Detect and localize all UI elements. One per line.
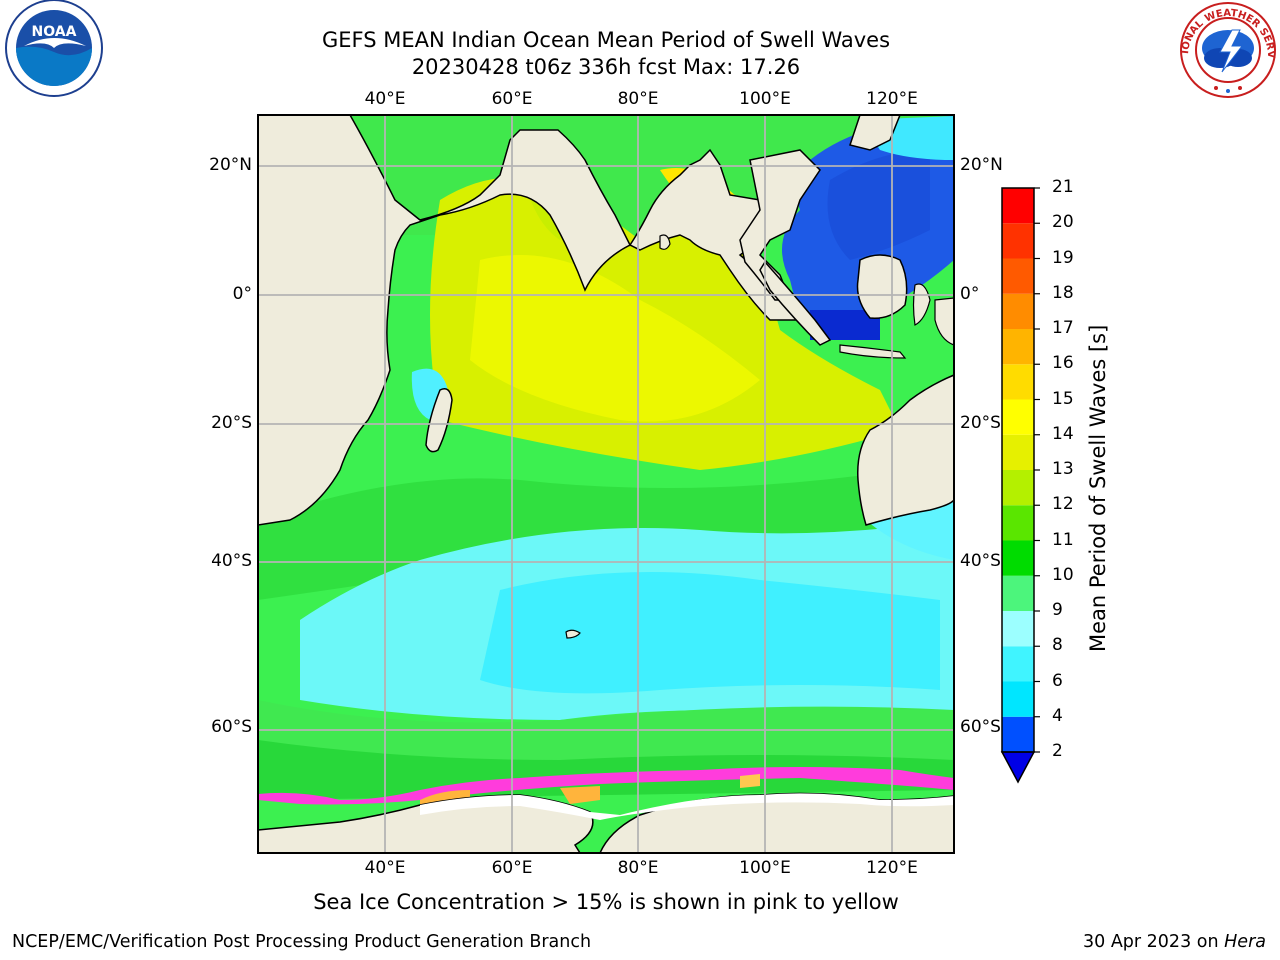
lon-label-bottom: 120°E <box>866 858 918 878</box>
colorbar-block <box>1002 258 1034 294</box>
colorbar-tick-label: 17 <box>1052 318 1074 338</box>
colorbar-block <box>1002 540 1034 576</box>
land-australia <box>857 374 954 526</box>
map-frame <box>257 114 955 854</box>
chart-title-line1: GEFS MEAN Indian Ocean Mean Period of Sw… <box>321 28 891 52</box>
lon-label-top: 100°E <box>739 89 791 109</box>
land-south-china <box>849 115 901 151</box>
colorbar-tick-label: 4 <box>1052 705 1063 726</box>
lat-label-left: 20°N <box>209 155 252 175</box>
nws-logo: NATIONAL WEATHER SERVICE <box>1176 0 1276 98</box>
lat-label-right: 40°S <box>960 551 1001 571</box>
lat-label-right: 60°S <box>960 717 1001 737</box>
colorbar-block <box>1002 470 1034 506</box>
colorbar-block <box>1002 575 1034 611</box>
lon-label-top: 40°E <box>364 89 406 109</box>
colorbar-tick-label: 20 <box>1052 212 1074 233</box>
colorbar-block <box>1002 646 1034 682</box>
lat-label-right: 20°S <box>960 413 1001 433</box>
noaa-logo-text: NOAA <box>32 24 77 40</box>
noaa-logo: NOAA <box>5 0 103 97</box>
colorbar-tick-label: 16 <box>1052 353 1074 374</box>
colorbar-blocks <box>1002 188 1034 752</box>
colorbar-block <box>1002 681 1034 717</box>
colorbar-tick-label: 11 <box>1052 529 1074 550</box>
map-gridlines <box>258 115 954 853</box>
colorbar-block <box>1002 434 1034 470</box>
footer-machine: Hera <box>1224 932 1266 952</box>
lon-label-top: 120°E <box>866 89 918 109</box>
land-sri-lanka <box>659 234 671 250</box>
land-madagascar <box>425 388 453 453</box>
colorbar-tick-label: 14 <box>1052 423 1074 444</box>
colorbar-tick-label: 10 <box>1052 564 1074 585</box>
colorbar-block <box>1002 188 1034 224</box>
colorbar-block <box>1002 364 1034 400</box>
lon-label-top: 60°E <box>491 89 533 109</box>
lon-label-bottom: 60°E <box>491 858 533 878</box>
colorbar-block <box>1002 505 1034 541</box>
colorbar-tick-label: 12 <box>1052 494 1074 515</box>
colorbar-tick-label: 6 <box>1052 670 1063 691</box>
colorbar-block <box>1002 329 1034 365</box>
colorbar-tick-label: 2 <box>1052 741 1063 761</box>
colorbar-block <box>1002 293 1034 329</box>
colorbar <box>1000 187 1040 784</box>
colorbar-tick-label: 8 <box>1052 635 1063 656</box>
colorbar-block <box>1002 716 1034 752</box>
lat-label-left: 0° <box>232 284 252 304</box>
footer-date: 30 Apr 2023 on Hera <box>1083 932 1266 952</box>
colorbar-extend-triangle <box>1000 751 1036 784</box>
lon-label-bottom: 40°E <box>364 858 406 878</box>
lat-label-left: 40°S <box>211 551 252 571</box>
land-sumatra <box>759 260 832 346</box>
colorbar-tick-label: 9 <box>1052 600 1063 620</box>
lat-label-left: 60°S <box>211 717 252 737</box>
land-kerguelen <box>565 629 581 639</box>
colorbar-block <box>1002 223 1034 259</box>
lat-label-right: 0° <box>960 284 980 304</box>
footer-date-text: 30 Apr 2023 on <box>1083 932 1225 952</box>
sea-ice-band <box>258 767 954 805</box>
land-africa-asia <box>258 115 802 526</box>
colorbar-tick-label: 13 <box>1052 459 1074 479</box>
colorbar-block <box>1002 399 1034 435</box>
colorbar-tick-label: 15 <box>1052 388 1074 409</box>
colorbar-tick-label: 18 <box>1052 282 1074 303</box>
lon-label-bottom: 80°E <box>617 858 659 878</box>
colorbar-title: Mean Period of Swell Waves [s] <box>1086 324 1110 652</box>
lat-label-right: 20°N <box>960 155 1003 175</box>
footer-credit: NCEP/EMC/Verification Post Processing Pr… <box>12 932 592 952</box>
lat-label-left: 20°S <box>211 413 252 433</box>
land-java <box>839 344 907 359</box>
sea-ice-note: Sea Ice Concentration > 15% is shown in … <box>313 890 899 914</box>
lon-label-top: 80°E <box>617 89 659 109</box>
colorbar-block <box>1002 611 1034 647</box>
lon-label-bottom: 100°E <box>739 858 791 878</box>
land-borneo <box>856 254 908 319</box>
colorbar-tick-label: 19 <box>1052 247 1074 268</box>
colorbar-tick-label: 21 <box>1052 177 1074 197</box>
chart-title-line2: 20230428 t06z 336h fcst Max: 17.26 <box>411 55 801 79</box>
